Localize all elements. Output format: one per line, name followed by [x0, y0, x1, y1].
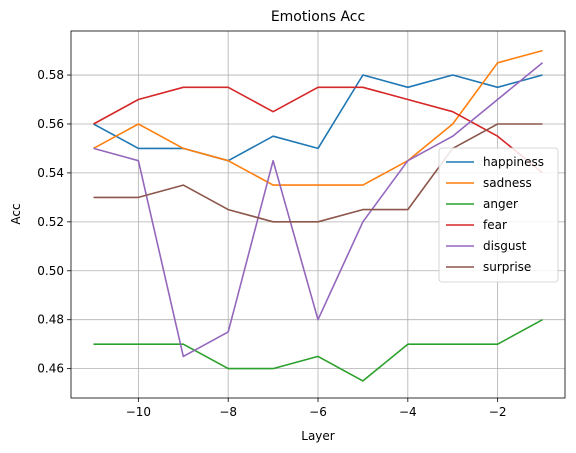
y-tick-label: 0.58: [37, 68, 64, 82]
series-lines: [93, 49, 544, 382]
x-axis-ticks: −10 −8 −6 −4 −2: [126, 398, 507, 419]
y-tick-label: 0.54: [37, 166, 64, 180]
chart-title: Emotions Acc: [271, 9, 365, 25]
x-axis-label: Layer: [301, 429, 335, 443]
legend-label-surprise: surprise: [483, 260, 531, 274]
series-line-sadness: [93, 49, 543, 186]
x-tick-label: −4: [399, 405, 417, 419]
legend-label-anger: anger: [483, 197, 518, 211]
y-tick-label: 0.46: [37, 362, 64, 376]
series-line-happiness: [93, 74, 543, 162]
x-tick-label: −8: [219, 405, 237, 419]
legend-box: [438, 147, 559, 283]
y-tick-label: 0.52: [37, 215, 64, 229]
y-axis-label: Acc: [9, 203, 23, 224]
y-axis-ticks: 0.46 0.48 0.50 0.52 0.54 0.56 0.58: [37, 68, 71, 376]
legend: happiness sadness anger fear disgust surprise: [438, 147, 559, 283]
series-line-anger: [93, 318, 543, 382]
x-tick-label: −10: [126, 405, 151, 419]
legend-label-fear: fear: [483, 218, 507, 232]
x-tick-label: −6: [309, 405, 327, 419]
series-line-fear: [93, 86, 544, 174]
legend-label-disgust: disgust: [483, 239, 527, 253]
legend-label-happiness: happiness: [483, 155, 544, 169]
y-tick-label: 0.48: [37, 313, 64, 327]
legend-label-sadness: sadness: [483, 176, 532, 190]
y-tick-label: 0.56: [37, 117, 64, 131]
series-line-disgust: [93, 62, 544, 358]
series-line-surprise: [93, 123, 543, 223]
x-tick-label: −2: [489, 405, 507, 419]
y-tick-label: 0.50: [37, 264, 64, 278]
